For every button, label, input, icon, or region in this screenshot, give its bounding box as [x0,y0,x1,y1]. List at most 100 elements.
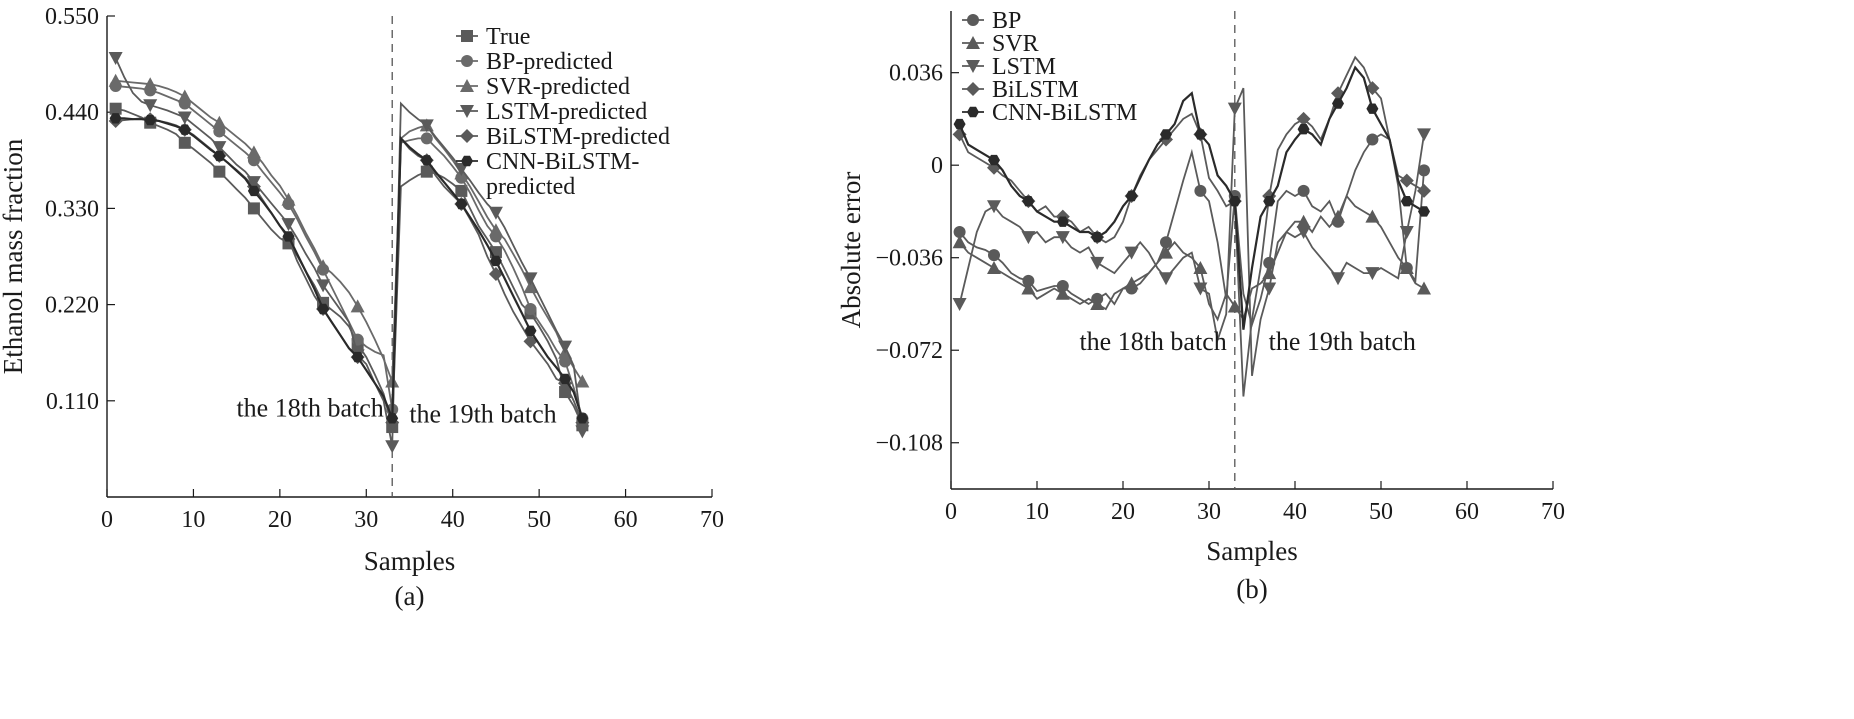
data-point [1366,133,1379,146]
data-point [1055,231,1070,245]
x-tick-label: 70 [700,507,724,533]
data-point [1296,111,1311,126]
data-point [1193,282,1208,296]
series-2 [108,73,590,388]
data-point [1297,184,1310,197]
data-point [177,111,192,125]
data-point [178,136,191,149]
legend-entry: CNN-BiLSTM [992,100,1137,126]
y-axis-label: Absolute error [836,172,866,329]
x-tick-label: 10 [1025,499,1049,525]
data-point [1125,190,1138,202]
y-tick-label: 0.550 [45,4,99,30]
data-point [1090,256,1105,270]
data-point [212,115,227,129]
legend-marker [461,30,473,42]
x-axis-label: Samples [364,546,456,576]
data-point [1021,281,1036,295]
x-tick-label: 50 [1369,499,1393,525]
data-point [488,266,503,281]
data-point [1159,245,1173,259]
data-point [1296,226,1311,240]
data-point [523,280,538,294]
data-point [420,132,433,145]
series-0 [953,133,1430,328]
data-point [282,231,295,242]
data-point [1417,183,1431,198]
data-point [988,154,1000,166]
legend-entry: BP [992,8,1021,34]
series-2 [952,87,1431,377]
data-point [1399,173,1414,188]
data-point [213,165,226,178]
data-point [109,102,122,115]
data-point [1091,232,1104,243]
panel-a: 0 10 20 30 40 50 60 70 0.110 0.220 0.330 0.440 0.550… [0,4,724,611]
data-point [1331,272,1345,286]
data-point [1124,276,1139,290]
y-tick-label: −0.036 [875,246,943,272]
legend-marker [966,36,980,49]
data-point [454,163,469,177]
legend-entry: BP-predicted [486,49,613,75]
data-point [316,279,331,293]
data-point [420,165,433,178]
data-point [317,303,330,315]
x-tick-label: 30 [354,507,378,533]
data-point [1365,209,1380,223]
legend-marker [461,155,473,167]
data-point [1262,282,1277,296]
legend-marker [460,129,474,143]
data-point [351,351,364,363]
panel-caption: (a) [395,581,425,611]
data-point [558,340,573,354]
batch-annotation: the 19th batch [409,400,556,429]
data-point [350,299,365,313]
data-point [247,202,260,215]
data-point [1228,196,1241,207]
panel-b: 0 10 20 30 40 50 60 70 −0.108 −0.072 −0.036 0 0.036 S… [836,8,1565,604]
legend-entry: BiLSTM [992,77,1079,103]
x-tick-label: 50 [527,507,551,533]
data-point [575,425,590,439]
data-point [1418,164,1430,177]
data-point [1090,296,1105,310]
y-tick-label: 0.330 [45,196,99,222]
data-point [1194,184,1207,197]
data-point [316,259,331,273]
data-point [987,260,1001,274]
data-point [281,218,296,232]
data-point [385,440,400,454]
data-point [1417,281,1431,295]
x-tick-label: 70 [1541,499,1565,525]
data-point [213,150,226,162]
data-point [488,206,503,220]
legend-marker [966,82,980,96]
data-point [1022,196,1035,207]
y-tick-label: 0.036 [889,61,943,87]
data-point [455,184,468,197]
data-point [575,374,590,388]
data-point [1297,124,1310,135]
x-tick-label: 20 [268,507,292,533]
data-point [1399,226,1414,240]
legend: TrueBP-predictedSVR-predictedLSTM-predic… [456,24,670,200]
data-point [1263,196,1276,207]
y-axis-label: Ethanol mass fraction [0,138,28,374]
x-tick-label: 10 [181,507,205,533]
x-tick-label: 60 [1455,499,1479,525]
series-line [958,65,1425,330]
data-point [212,141,227,155]
series-line [958,87,1425,377]
series-4 [953,65,1430,330]
data-point [1262,266,1277,280]
y-tick-label: 0.220 [45,293,99,319]
data-point [1056,216,1069,227]
data-point [143,99,158,113]
data-point [1227,102,1242,116]
series-1 [952,194,1431,322]
legend-entry: LSTM-predicted [486,99,647,125]
batch-annotation: the 19th batch [1269,327,1416,356]
